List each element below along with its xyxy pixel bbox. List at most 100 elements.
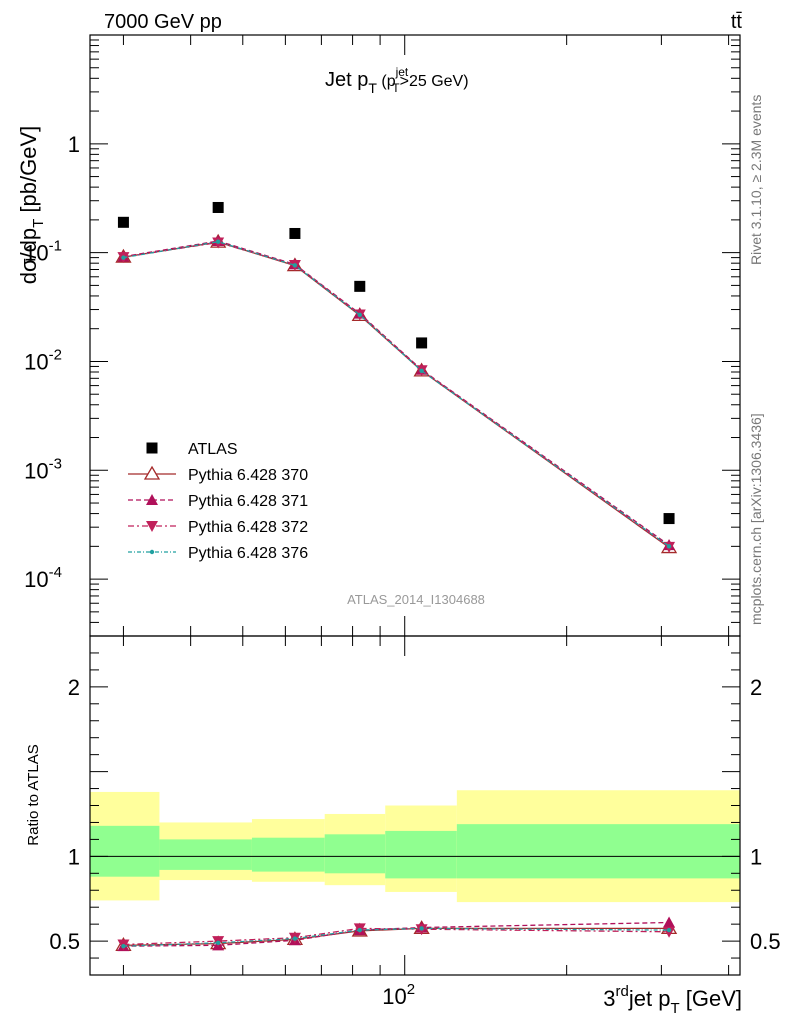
point-4-3: [357, 312, 362, 318]
data-series: [115, 201, 678, 952]
band-inner-0: [90, 825, 160, 877]
point-0-5: [663, 513, 675, 525]
point-4-2: [292, 263, 298, 268]
y-tick-label-exp: -2: [49, 346, 62, 363]
ratio-y-tick-label-1: 1: [68, 844, 80, 869]
y-tick-label-1: 10-3: [24, 455, 62, 483]
legend-marker-2: [146, 494, 158, 505]
axis-ticks: [90, 34, 740, 975]
ratio-point-3-2: [292, 936, 298, 941]
x-tick-label-exp: 2: [407, 981, 415, 998]
point-0-3: [354, 280, 366, 292]
chart-title-part: jet: [395, 65, 409, 79]
y-axis-title: dσ/dpT [pb/GeV]: [16, 126, 47, 285]
ratio-y-tick-label-0: 0.5: [49, 929, 80, 954]
header-left: 7000 GeV pp: [104, 11, 222, 33]
legend-entry-4: Pythia 6.428 376: [128, 545, 308, 562]
ratio-series-3: [121, 926, 672, 949]
legend-marker-0: [146, 442, 158, 454]
x-title-sub: T: [670, 1000, 679, 1017]
y-tick-label-0: 10-4: [24, 564, 62, 592]
chart-title-part: Jet p: [325, 69, 368, 91]
point-4-5: [666, 544, 672, 549]
legend-marker-3: [146, 521, 158, 532]
x-tick-label: 102: [382, 981, 415, 1009]
band-inner-4: [385, 830, 457, 879]
x-tick-label-base: 10: [382, 984, 406, 1009]
legend-entry-3: Pythia 6.428 372: [128, 519, 308, 536]
ratio-y-tick-label-right-1: 1: [750, 844, 762, 869]
legend-marker-1: [143, 465, 161, 480]
ratio-line-2: [123, 927, 670, 946]
legend-entry-0: ATLAS: [146, 441, 238, 458]
chart-title-part: (p: [377, 73, 396, 90]
ratio-line-3: [123, 927, 670, 947]
ratio-y-tick-label-2: 2: [68, 675, 80, 700]
legend-label-4: Pythia 6.428 376: [188, 545, 308, 562]
analysis-tag: ATLAS_2014_I1304688: [347, 592, 485, 607]
ratio-axis-title: Ratio to ATLAS: [25, 744, 42, 845]
ratio-point-3-1: [215, 940, 221, 945]
series-line-2: [123, 240, 670, 546]
legend: ATLAS Pythia 6.428 370 Pythia 6.428 371 Pyt…: [128, 441, 308, 562]
legend-marker-4: [149, 549, 155, 555]
point-0-2: [289, 227, 301, 239]
x-title-part: 3: [603, 986, 615, 1011]
side-text-mcplots: mcplots.cern.ch [arXiv:1306.3436]: [748, 413, 764, 625]
series-line-4: [123, 241, 670, 547]
chart-title-part: T: [392, 81, 400, 95]
y-axis-title-part: [pb/GeV]: [16, 126, 41, 219]
ratio-point-3-3: [357, 927, 362, 933]
y-tick-label-base: 10: [24, 567, 48, 592]
ratio-point-3-5: [666, 927, 672, 933]
point-0-0: [117, 216, 129, 228]
band-inner-5: [456, 824, 740, 879]
legend-label-3: Pythia 6.428 372: [188, 519, 308, 536]
ratio-y-tick-label-right-2: 2: [750, 675, 762, 700]
chart-title-part: T: [368, 80, 377, 96]
side-text-rivet: Rivet 3.1.10, ≥ 2.3M events: [748, 95, 764, 265]
point-4-4: [419, 368, 424, 374]
series-line-3: [123, 241, 670, 548]
y-tick-label-exp: -4: [49, 564, 62, 581]
y-tick-label-exp: -3: [49, 455, 62, 472]
band-inner-3: [324, 834, 386, 874]
y-tick-label-3: 10-1: [24, 238, 62, 266]
band-inner-2: [251, 837, 325, 872]
ratio-point-1-5: [663, 916, 676, 928]
y-tick-label-base: 10: [24, 241, 48, 266]
y-tick-label-2: 10-2: [24, 346, 62, 374]
y-tick-label-base: 10: [24, 349, 48, 374]
point-0-4: [416, 337, 428, 349]
ratio-series-2: [117, 923, 676, 951]
ratio-point-3-4: [419, 926, 424, 931]
y-tick-label-base: 10: [24, 458, 48, 483]
y-axis-title-part: dσ/dp: [16, 228, 41, 284]
legend-label-0: ATLAS: [188, 441, 238, 458]
point-4-0: [121, 255, 126, 260]
ratio-y-tick-label-right-0: 0.5: [750, 929, 781, 954]
ratio-point-3-0: [121, 943, 126, 949]
point-4-1: [215, 239, 221, 244]
legend-entry-2: Pythia 6.428 371: [128, 493, 308, 510]
y-axis-title-sub: T: [30, 219, 47, 228]
chart-title-part: >25 GeV): [400, 73, 469, 90]
y-tick-label-4: 1: [68, 132, 80, 157]
legend-entry-1: Pythia 6.428 370: [128, 465, 308, 484]
legend-label-1: Pythia 6.428 370: [188, 467, 308, 484]
x-title-sup: rd: [616, 983, 629, 1000]
chart-title: Jet pT (pjet T>25 GeV): [325, 65, 469, 96]
series-4: [121, 239, 672, 549]
header-right: tt̄: [731, 11, 743, 33]
series-0: [117, 201, 675, 525]
band-inner-1: [159, 839, 252, 870]
legend-label-2: Pythia 6.428 371: [188, 493, 308, 510]
ratio-series-1: [117, 916, 676, 952]
x-title-part: [GeV]: [680, 986, 742, 1011]
x-axis-title: 3rdjet pT [GeV]: [603, 983, 742, 1017]
x-title-part: jet p: [628, 986, 671, 1011]
y-tick-label-exp: -1: [49, 238, 62, 255]
ratio-line-1: [123, 921, 670, 947]
